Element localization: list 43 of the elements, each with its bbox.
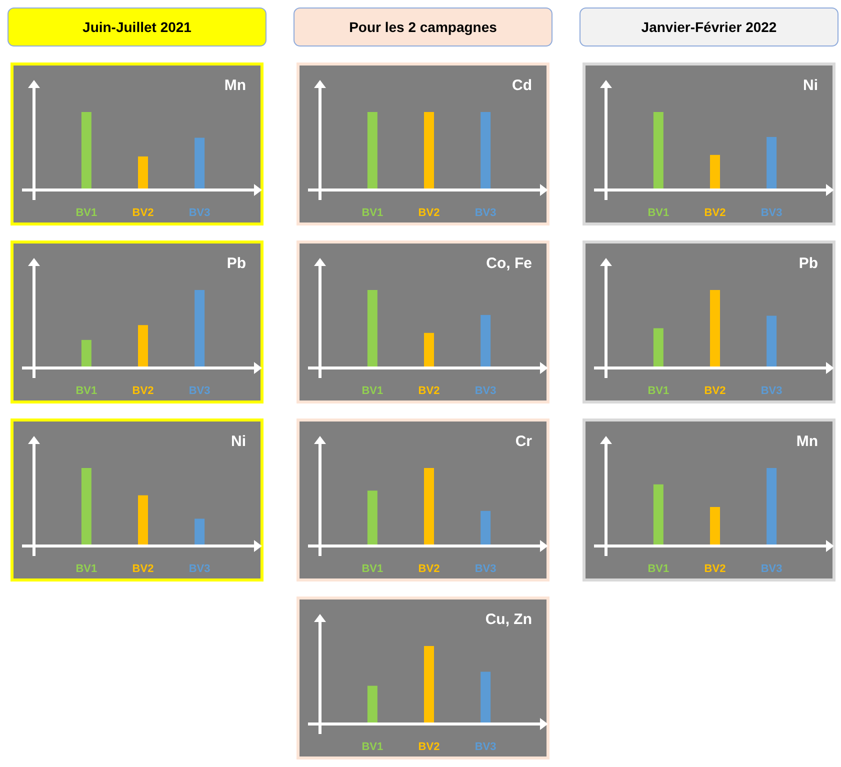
text: Juin-Juillet 2021 (82, 19, 192, 35)
x-tick-label: BV3 (474, 207, 496, 219)
text: Janvier-Février 2022 (641, 19, 777, 35)
x-tick-label: BV2 (418, 563, 440, 575)
x-tick-label: BV3 (474, 385, 496, 397)
x-tick-label: BV2 (132, 207, 154, 219)
x-tick-label: BV1 (362, 741, 384, 753)
x-tick-label: BV3 (760, 563, 782, 575)
x-tick-label: BV1 (362, 207, 384, 219)
x-tick-label: BV3 (188, 563, 210, 575)
x-tick-label: BV2 (132, 563, 154, 575)
x-tick-label: BV1 (648, 563, 670, 575)
x-tick-label: BV1 (76, 563, 98, 575)
chart-title: Mn (224, 77, 246, 94)
x-tick-label: BV3 (760, 207, 782, 219)
chart-title: Ni (803, 77, 818, 94)
chart-title: Cu, Zn (485, 611, 532, 628)
x-tick-label: BV3 (188, 207, 210, 219)
x-tick-label: BV1 (362, 385, 384, 397)
x-tick-label: BV3 (760, 385, 782, 397)
x-tick-label: BV2 (418, 385, 440, 397)
x-tick-label: BV2 (704, 385, 726, 397)
x-tick-label: BV2 (418, 207, 440, 219)
chart-title: Pb (798, 255, 818, 272)
x-tick-label: BV2 (132, 385, 154, 397)
chart-title: Cd (512, 77, 532, 94)
x-tick-label: BV1 (76, 385, 98, 397)
x-tick-label: BV1 (648, 385, 670, 397)
x-tick-label: BV3 (474, 741, 496, 753)
x-tick-label: BV1 (648, 207, 670, 219)
x-tick-label: BV2 (704, 207, 726, 219)
chart-title: Ni (231, 433, 246, 450)
chart-title: Co, Fe (486, 255, 532, 272)
x-tick-label: BV3 (188, 385, 210, 397)
x-tick-label: BV1 (362, 563, 384, 575)
x-tick-label: BV2 (704, 563, 726, 575)
x-tick-label: BV3 (474, 563, 496, 575)
chart-title: Cr (515, 433, 532, 450)
x-tick-label: BV2 (418, 741, 440, 753)
chart-title: Pb (226, 255, 246, 272)
chart-title: Mn (796, 433, 818, 450)
x-tick-label: BV1 (76, 207, 98, 219)
text: Pour les 2 campagnes (349, 19, 498, 35)
